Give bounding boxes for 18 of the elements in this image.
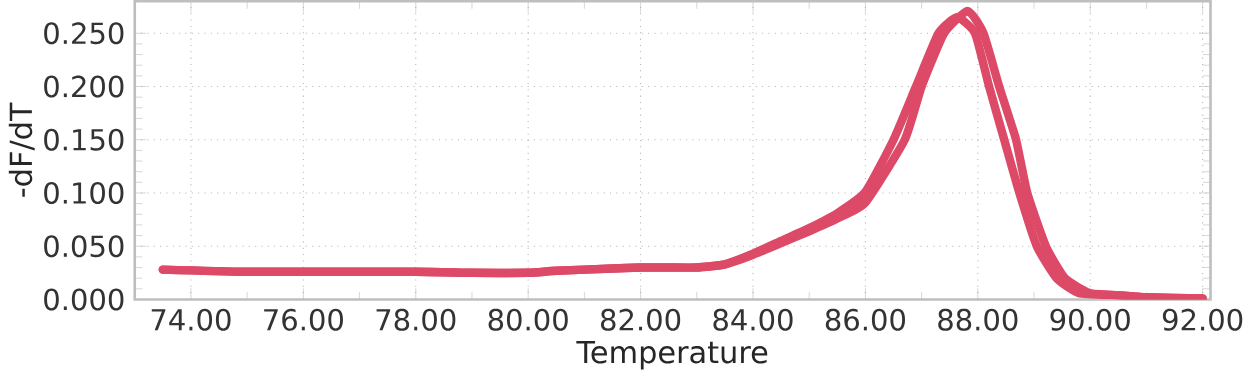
x-tick-label: 78.00 xyxy=(376,308,456,331)
x-tick-label: 88.00 xyxy=(938,308,1018,331)
x-tick-label: 86.00 xyxy=(825,308,906,331)
y-axis-title: -dF/dT xyxy=(8,102,35,197)
x-axis-title: Temperature xyxy=(576,340,768,370)
x-tick-label: 76.00 xyxy=(264,308,343,331)
y-tick-label: 0.100 xyxy=(44,181,124,204)
x-tick-label: 82.00 xyxy=(600,308,681,331)
x-tick-label: 74.00 xyxy=(151,308,231,331)
y-tick-label: 0.200 xyxy=(44,75,124,98)
y-tick-label: 0.150 xyxy=(44,128,124,151)
y-tick-label: 0.050 xyxy=(44,235,124,258)
y-tick-label: 0.000 xyxy=(44,288,124,311)
x-tick-label: 92.00 xyxy=(1162,308,1243,331)
x-tick-label: 84.00 xyxy=(713,308,793,331)
x-tick-label: 80.00 xyxy=(488,308,568,331)
x-tick-label: 90.00 xyxy=(1050,308,1130,331)
y-tick-label: 0.250 xyxy=(44,22,124,45)
